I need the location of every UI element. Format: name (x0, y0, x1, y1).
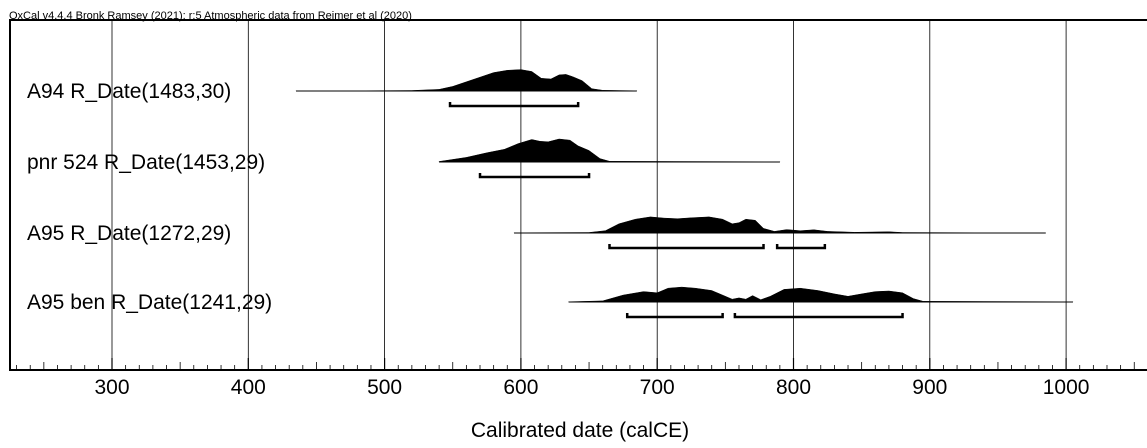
tick-label-900: 900 (912, 376, 947, 399)
probability-distribution (568, 286, 1074, 303)
sample-row-3: A95 R_Date(1272,29) (27, 216, 1046, 250)
grid-lines (111, 20, 1067, 370)
sample-label: pnr 524 R_Date(1453,29) (27, 151, 265, 174)
probability-distribution (438, 138, 781, 163)
sample-label: A95 R_Date(1272,29) (27, 222, 231, 245)
tick-label-300: 300 (94, 376, 129, 399)
tick-label-400: 400 (231, 376, 266, 399)
range-bar-95 (775, 244, 827, 250)
tick-label-700: 700 (640, 376, 675, 399)
tick-label-1000: 1000 (1043, 376, 1090, 399)
range-bar-95 (733, 313, 904, 319)
sample-row-4: A95 ben R_Date(1241,29) (27, 286, 1074, 319)
x-axis-label: Calibrated date (calCE) (471, 419, 689, 442)
sample-label: A95 ben R_Date(1241,29) (27, 291, 272, 314)
sample-label: A94 R_Date(1483,30) (27, 80, 231, 103)
range-bar-95 (478, 173, 591, 179)
range-bar-95 (448, 102, 580, 108)
probability-distribution (295, 69, 638, 92)
sample-row-2: pnr 524 R_Date(1453,29) (27, 138, 781, 179)
range-bar-95 (608, 244, 765, 250)
tick-label-600: 600 (503, 376, 538, 399)
plot-frame (9, 19, 1147, 371)
range-bar-95 (625, 313, 724, 319)
tick-label-800: 800 (776, 376, 811, 399)
tick-label-500: 500 (367, 376, 402, 399)
sample-row-1: A94 R_Date(1483,30) (27, 69, 638, 108)
probability-distribution (513, 216, 1046, 234)
x-axis: 300 400 500 600 700 800 900 1000 (16, 358, 1135, 399)
sample-distributions: A94 R_Date(1483,30)pnr 524 R_Date(1453,2… (27, 69, 1074, 319)
